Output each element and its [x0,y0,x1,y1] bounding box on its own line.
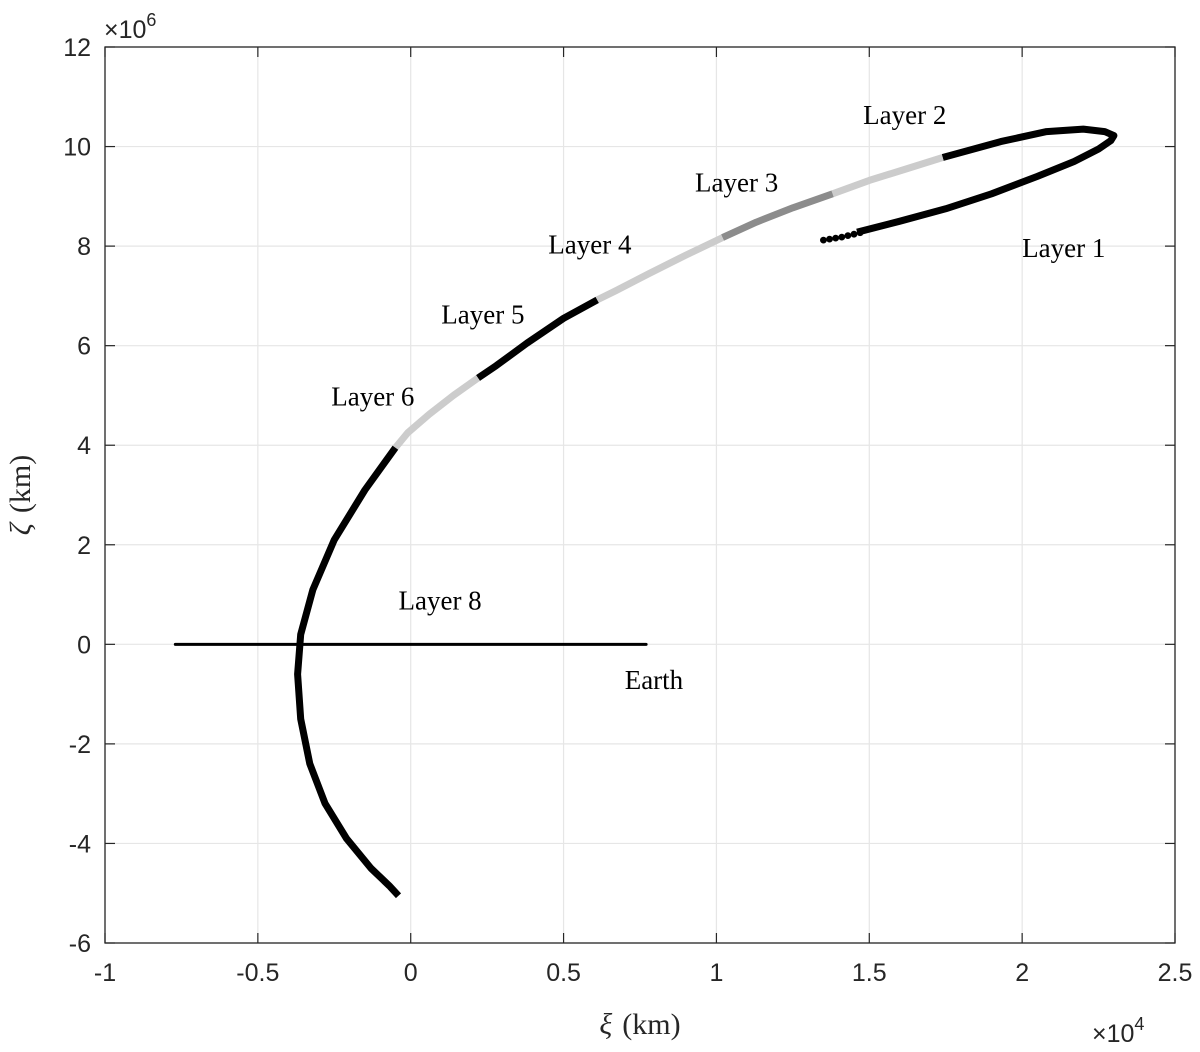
layer-annotation: Earth [625,665,684,695]
layer-annotation: Layer 6 [331,381,414,411]
x-tick-label: -1 [94,959,116,987]
trajectory-segment [392,375,481,450]
y-tick-label: 6 [77,333,91,361]
layer-annotation: Layer 1 [1022,233,1105,263]
trajectory-segment [831,154,944,198]
axis-ticks: -1 -0.5 0 0.5 1 1.5 2 2.5 -6 -4 -2 0 2 4 6 8 10 12 [63,34,1192,987]
trajectory-dot [838,233,846,241]
layer-annotation: Layer 4 [548,230,632,260]
layer-annotation: Layer 8 [398,585,481,615]
trajectory-dot [820,236,827,244]
x-tick-label: 2.5 [1158,959,1193,987]
y-tick-label: 8 [77,233,91,261]
trajectory-segment [856,125,1118,236]
x-exponent-label: ×104 [1092,1014,1144,1048]
x-tick-label: 0 [404,959,418,987]
y-tick-label: -2 [69,731,91,759]
trajectory-segment [294,445,402,899]
trajectory-dot [856,229,864,237]
trajectory-dot [826,235,833,243]
x-tick-label: 2 [1015,959,1029,987]
trajectory-dot [850,230,858,238]
trajectory-dot [844,232,852,240]
layer-annotation: Layer 2 [863,100,946,130]
y-tick-label: -4 [69,830,91,858]
plot-area-frame [104,46,1176,944]
x-tick-label: 1.5 [852,959,887,987]
trajectory-dot [832,234,840,242]
trajectory-segment [721,190,834,241]
y-axis-label: ζ(km) [4,455,37,535]
y-exponent-label: ×106 [104,10,156,44]
annotations: Layer 1 Layer 2 Layer 3 Layer 4 Layer 5 Layer… [331,100,1105,695]
y-tick-label: 2 [77,532,91,560]
y-tick-label: 0 [77,631,91,659]
trajectory-segment [476,296,599,381]
y-tick-label: 10 [63,134,91,162]
layer-annotation: Layer 5 [441,299,524,329]
x-axis-label: ξ (km) [599,1008,680,1041]
x-tick-label: 0.5 [546,959,581,987]
y-tick-label: -6 [69,930,91,958]
trajectory-segment [595,234,725,304]
trajectory-layer [294,125,1118,899]
y-tick-label: 4 [77,432,91,460]
x-tick-label: 1 [709,959,723,987]
y-tick-label: 12 [63,34,91,62]
layer-annotation: Layer 3 [695,167,778,197]
x-tick-label: -0.5 [236,959,279,987]
